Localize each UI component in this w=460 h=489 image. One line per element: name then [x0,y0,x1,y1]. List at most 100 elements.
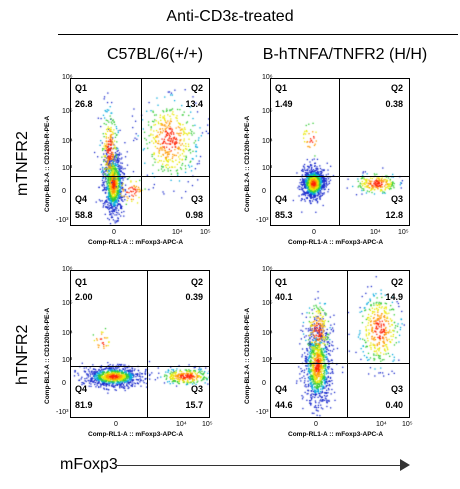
column-title-humanized: B-hTNFA/TNFR2 (H/H) [262,46,428,63]
x-tick: 10⁴ [176,421,187,428]
x-tick: 10⁴ [370,229,381,236]
q3-value: 0.98 [185,210,203,220]
x-tick: 0 [114,421,118,428]
q1-value: 26.8 [75,99,93,109]
y-tick: 10⁴ [62,138,73,145]
y-tick: 10⁶ [62,74,73,81]
y-tick: 10⁶ [262,266,273,273]
flow-panel-c57bl6-htnfr2: Q1 2.00 Q2 0.39 Q4 81.9 Q3 15.7 [70,270,210,418]
q3-name: Q3 [190,194,203,204]
y-tick: 10⁵ [62,108,73,115]
q1-name: Q1 [275,83,288,93]
q3-value: 0.40 [385,400,403,410]
flow-panel-c57bl6-mtnfr2: Q1 26.8 Q2 13.4 Q4 58.8 Q3 0.98 [70,78,210,226]
q3-value: 15.7 [185,400,203,410]
q2-name: Q2 [190,277,203,287]
arrow-right-icon [400,459,410,471]
q3-value: 12.8 [385,210,403,220]
y-tick: 10³ [262,165,273,172]
flow-panel-humanized-mtnfr2: Q1 1.49 Q2 0.38 Q4 85.3 Q3 12.8 [270,78,410,226]
density-dots [71,271,209,417]
q4-name: Q4 [75,194,88,204]
y-tick: 10⁵ [262,300,273,307]
x-axis-title: Comp-RL1-A :: mFoxp3-APC-A [288,431,384,438]
flow-panel-humanized-htnfr2: Q1 40.1 Q2 14.9 Q4 44.6 Q3 0.40 [270,270,410,418]
q2-value: 0.39 [185,292,203,302]
q2-value: 13.4 [185,99,203,109]
y-tick: 10⁴ [262,330,273,337]
y-tick: 0 [262,188,266,195]
q4-name: Q4 [75,384,88,394]
q2-value: 0.38 [385,99,403,109]
q4-value: 58.8 [75,210,93,220]
q2-value: 14.9 [385,292,403,302]
x-tick: 10⁵ [202,421,213,428]
density-dots [271,79,409,225]
x-tick: 10⁴ [172,229,183,236]
y-tick: 10⁶ [62,266,73,273]
y-tick: 10⁵ [62,300,73,307]
q2-name: Q2 [190,83,203,93]
x-tick: 10⁵ [398,229,409,236]
q3-name: Q3 [190,384,203,394]
q4-name: Q4 [275,384,288,394]
y-axis-title: Comp-BL2-A :: CD120b-R-PE-A [44,115,51,212]
y-tick: -10³ [256,217,269,224]
plot-area: Q1 2.00 Q2 0.39 Q4 81.9 Q3 15.7 [70,270,210,418]
y-tick: 10³ [62,357,73,364]
y-tick: -10³ [256,409,269,416]
plot-area: Q1 26.8 Q2 13.4 Q4 58.8 Q3 0.98 [70,78,210,226]
y-tick: 10⁶ [262,74,273,81]
q1-value: 1.49 [275,99,293,109]
figure-title: Anti-CD3ε-treated [166,8,294,25]
q1-name: Q1 [275,277,288,287]
row-label-htnfr2: hTNFR2 [14,324,31,385]
x-tick: 0 [112,229,116,236]
q1-name: Q1 [75,277,88,287]
x-tick: 0 [312,229,316,236]
quadrant-line-vertical [347,271,348,417]
y-tick: 10³ [62,165,73,172]
y-tick: 10⁵ [262,108,273,115]
y-axis-title: Comp-BL2-A :: CD120b-R-PE-A [44,307,51,404]
y-tick: 10⁴ [262,138,273,145]
y-axis-title: Comp-BL2-A :: CD120b-R-PE-A [244,307,251,404]
quadrant-line-vertical [141,79,142,225]
q1-name: Q1 [75,83,88,93]
quadrant-line-vertical [147,271,148,417]
y-tick: -10³ [56,409,69,416]
q4-name: Q4 [275,194,288,204]
y-tick: 0 [62,188,66,195]
q4-value: 85.3 [275,210,293,220]
x-direction-arrow-line [116,465,406,466]
x-axis-title: Comp-RL1-A :: mFoxp3-APC-A [288,239,384,246]
y-tick: -10³ [56,217,69,224]
y-tick: 0 [262,380,266,387]
x-direction-label: mFoxp3 [60,456,118,473]
quadrant-line-horizontal [271,363,409,364]
x-tick: 0 [314,421,318,428]
q2-name: Q2 [390,83,403,93]
column-title-c57bl6: C57BL/6(+/+) [106,46,204,63]
x-tick: 10⁵ [200,229,211,236]
quadrant-line-horizontal [71,366,209,367]
plot-area: Q1 40.1 Q2 14.9 Q4 44.6 Q3 0.40 [270,270,410,418]
x-axis-title: Comp-RL1-A :: mFoxp3-APC-A [88,431,184,438]
row-label-mtnfr2: mTNFR2 [14,131,31,196]
x-tick: 10⁵ [402,421,413,428]
quadrant-line-horizontal [71,176,209,177]
x-tick: 10⁴ [376,421,387,428]
y-tick: 0 [62,380,66,387]
quadrant-line-vertical [339,79,340,225]
y-tick: 10³ [262,357,273,364]
y-axis-title: Comp-BL2-A :: CD120b-R-PE-A [244,115,251,212]
q1-value: 40.1 [275,292,293,302]
q1-value: 2.00 [75,292,93,302]
density-dots [71,79,209,225]
q3-name: Q3 [390,384,403,394]
q3-name: Q3 [390,194,403,204]
q4-value: 44.6 [275,400,293,410]
q4-value: 81.9 [75,400,93,410]
y-tick: 10⁴ [62,330,73,337]
quadrant-line-horizontal [271,176,409,177]
